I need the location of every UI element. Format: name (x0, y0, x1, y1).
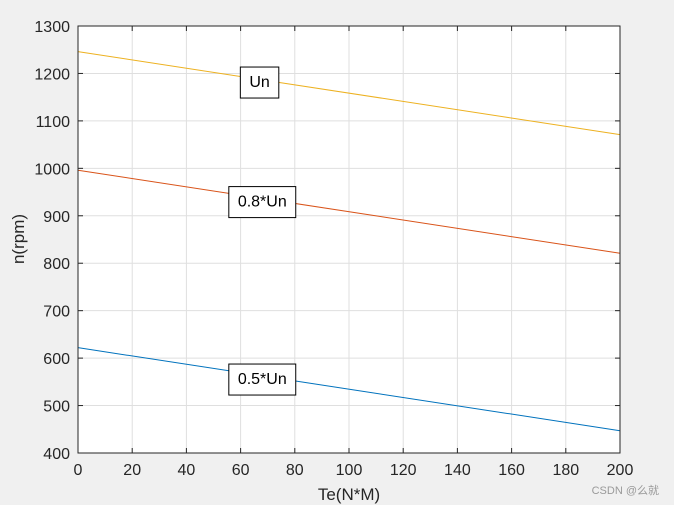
y-tick-label: 900 (43, 209, 70, 226)
y-tick-label: 800 (43, 256, 70, 273)
annotation-frame (228, 363, 297, 396)
y-tick-label: 1000 (34, 161, 70, 178)
y-tick-label: 600 (43, 351, 70, 368)
y-tick-label: 500 (43, 399, 70, 416)
annotation-label: Un (249, 74, 269, 91)
annotation-box: 0.8*Un (228, 186, 297, 219)
y-tick-label: 700 (43, 304, 70, 321)
x-tick-label: 40 (178, 462, 196, 479)
annotation-frame (239, 66, 280, 99)
y-axis-label: n(rpm) (9, 214, 28, 264)
series-group (77, 51, 621, 432)
x-axis-label: Te(N*M) (318, 485, 380, 504)
y-tick-label: 1200 (34, 66, 70, 83)
y-tick-label: 400 (43, 446, 70, 463)
x-tick-label: 180 (552, 462, 579, 479)
x-tick-label: 120 (390, 462, 417, 479)
x-tick-label: 200 (607, 462, 634, 479)
x-tick-label: 0 (74, 462, 83, 479)
annotations: Un 0.8*Un 0.5*Un (228, 66, 297, 396)
annotation-label: 0.8*Un (238, 194, 287, 211)
series-line (77, 169, 621, 254)
annotation-box: Un (239, 66, 280, 99)
x-tick-label: 80 (286, 462, 304, 479)
y-tick-label: 1300 (34, 19, 70, 36)
annotation-frame (228, 186, 297, 219)
y-tick-label: 1100 (36, 114, 71, 131)
annotation-label: 0.5*Un (238, 371, 287, 388)
annotation-box: 0.5*Un (228, 363, 297, 396)
x-tick-label: 140 (444, 462, 471, 479)
ticks: 0 20 40 60 80 100 120 140 160 180 200 400 500 600 700 8… (34, 19, 633, 479)
x-tick-label: 160 (498, 462, 525, 479)
x-tick-label: 100 (336, 462, 363, 479)
series-line (77, 51, 621, 136)
watermark: CSDN @么就 (592, 483, 659, 497)
series-line (77, 347, 621, 432)
x-tick-label: 20 (123, 462, 141, 479)
x-tick-label: 60 (232, 462, 250, 479)
